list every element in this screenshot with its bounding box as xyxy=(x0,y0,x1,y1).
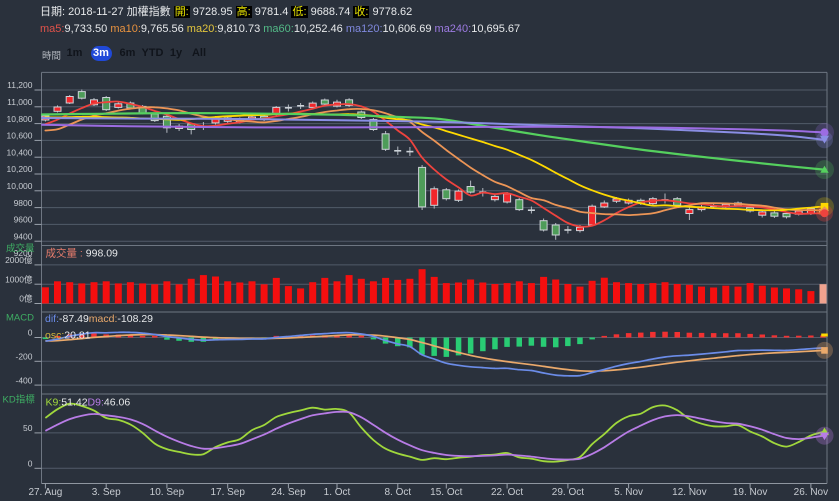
svg-text:KD指標: KD指標 xyxy=(3,394,36,406)
svg-text:成交量 : 998.09: 成交量 : 998.09 xyxy=(46,247,119,260)
svg-text:0億: 0億 xyxy=(19,294,33,304)
svg-text:成交量: 成交量 xyxy=(6,243,35,255)
svg-text:2000億: 2000億 xyxy=(5,255,33,265)
svg-text:0: 0 xyxy=(28,328,33,338)
svg-text:0: 0 xyxy=(28,459,33,469)
svg-text:9600: 9600 xyxy=(14,215,33,225)
svg-text:10,200: 10,200 xyxy=(7,164,33,174)
svg-text:1000億: 1000億 xyxy=(5,274,33,284)
svg-text:K9:51.42D9:46.06: K9:51.42D9:46.06 xyxy=(46,397,131,409)
svg-text:26. Nov: 26. Nov xyxy=(794,487,828,498)
svg-text:5. Nov: 5. Nov xyxy=(614,487,643,498)
svg-text:10,400: 10,400 xyxy=(7,147,33,157)
svg-text:11,000: 11,000 xyxy=(7,97,33,107)
svg-text:24. Sep: 24. Sep xyxy=(271,487,306,498)
svg-text:27. Aug: 27. Aug xyxy=(28,487,62,498)
svg-text:1. Oct: 1. Oct xyxy=(324,487,351,498)
svg-text:10,600: 10,600 xyxy=(7,131,33,141)
svg-text:22. Oct: 22. Oct xyxy=(491,487,523,498)
svg-text:-200: -200 xyxy=(15,352,32,362)
svg-text:11,200: 11,200 xyxy=(7,80,33,90)
svg-text:15. Oct: 15. Oct xyxy=(430,487,462,498)
svg-text:-400: -400 xyxy=(15,375,32,385)
svg-text:19. Nov: 19. Nov xyxy=(733,487,767,498)
svg-text:9800: 9800 xyxy=(14,198,33,208)
svg-text:12. Nov: 12. Nov xyxy=(672,487,706,498)
svg-text:17. Sep: 17. Sep xyxy=(210,487,245,498)
svg-text:10,000: 10,000 xyxy=(7,181,33,191)
svg-text:osc:20.81: osc:20.81 xyxy=(45,330,91,342)
svg-text:dif:-87.49macd:-108.29: dif:-87.49macd:-108.29 xyxy=(45,313,153,325)
svg-text:29. Oct: 29. Oct xyxy=(552,487,584,498)
svg-text:50: 50 xyxy=(23,423,33,433)
svg-text:10. Sep: 10. Sep xyxy=(150,487,185,498)
svg-text:9400: 9400 xyxy=(14,231,33,241)
svg-text:3. Sep: 3. Sep xyxy=(92,487,121,498)
svg-text:8. Oct: 8. Oct xyxy=(384,487,411,498)
svg-text:MACD: MACD xyxy=(6,313,34,324)
svg-text:10,800: 10,800 xyxy=(7,114,33,124)
svg-text:9200: 9200 xyxy=(14,248,33,258)
